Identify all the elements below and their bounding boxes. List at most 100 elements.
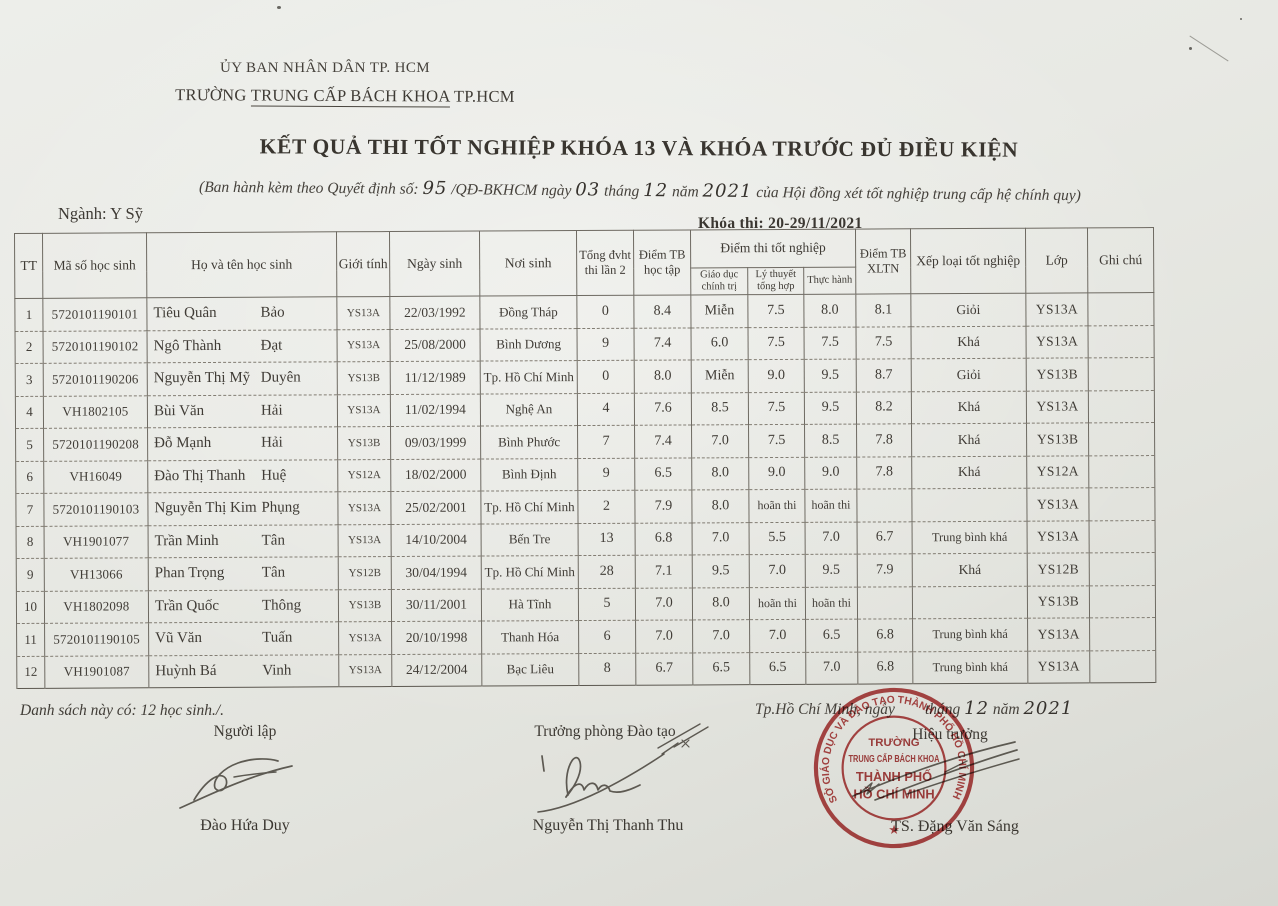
cell-gpa: 6.5 [634, 457, 692, 491]
cell-dob: 24/12/2004 [391, 653, 482, 687]
cell-politics: 8.0 [692, 587, 750, 620]
cell-total-credits: 6 [578, 620, 636, 654]
decision-line: (Ban hành kèm theo Quyết định số: 95 /QĐ… [24, 174, 1256, 207]
cell-notes [1089, 585, 1156, 618]
decision-mid3: năm [668, 183, 703, 201]
last-names: Trần Quốc [154, 597, 220, 615]
cell-theory: 7.0 [749, 619, 806, 653]
cell-theory: 7.5 [748, 391, 805, 425]
cell-tt: 1 [14, 298, 44, 331]
given-name: Hải [261, 434, 283, 451]
cell-classification: Khá [911, 325, 1027, 359]
cell-class-name: YS12A [1026, 455, 1089, 489]
cell-total-credits: 4 [577, 392, 635, 426]
principal-signature [852, 741, 1020, 801]
cell-practice: hoãn thi [804, 489, 858, 522]
cell-avg-xltn: 7.5 [856, 326, 912, 360]
cell-birthplace: Bình Phước [480, 425, 578, 459]
cell-class-name: YS13A [1027, 617, 1090, 651]
cell-birthplace: Bình Dương [480, 328, 578, 362]
decision-pre: (Ban hành kèm theo Quyết định số: [199, 178, 423, 198]
stamp-center-line2: TRUNG CẤP BÁCH KHOA [849, 754, 940, 765]
scan-speck [1240, 18, 1242, 20]
cell-total-credits: 2 [577, 490, 636, 524]
given-name: Huệ [261, 467, 287, 484]
cell-dob: 30/11/2001 [391, 588, 482, 622]
cell-tt: 11 [16, 623, 45, 656]
stamp-center-line1: TRƯỜNG [868, 736, 919, 749]
cell-tt: 8 [16, 525, 45, 559]
date-year-handwritten: 2021 [1023, 698, 1074, 719]
cell-full-name: Tiêu Quân Bảo [146, 296, 338, 331]
cell-gender: YS13B [337, 426, 391, 460]
cell-full-name: Đỗ Mạnh Hải [147, 426, 338, 461]
last-names: Bùi Văn [153, 402, 205, 420]
cell-avg-xltn: 8.7 [856, 358, 912, 392]
stamp-outer-ring [813, 687, 975, 849]
cell-notes [1088, 487, 1156, 521]
cell-avg-xltn [856, 488, 913, 522]
cell-student-id: 5720101190101 [42, 297, 148, 331]
col-header-student-id: Mã số học sinh [42, 232, 147, 299]
cell-class-name: YS13A [1025, 292, 1089, 326]
table-row: 12 VH1901087 Huỳnh Bá Vinh YS13A 24/12/2004 Bạ… [16, 650, 1156, 689]
cell-birthplace: Đồng Tháp [479, 295, 578, 329]
cell-total-credits: 5 [578, 587, 636, 621]
results-table: TT Mã số học sinh Họ và tên học sinh Giớ… [14, 227, 1157, 689]
given-name: Vinh [262, 662, 292, 679]
cell-practice: 7.0 [805, 521, 858, 555]
cell-avg-xltn: 6.8 [857, 651, 913, 685]
cell-total-credits: 0 [576, 295, 635, 329]
col-header-notes: Ghi chú [1087, 227, 1154, 293]
cell-full-name: Phan Trọng Tân [148, 556, 339, 591]
cell-gender: YS13A [338, 654, 392, 687]
given-name: Tân [261, 564, 286, 581]
cell-student-id: VH16049 [43, 460, 148, 494]
cell-birthplace: Tp. Hồ Chí Minh [480, 490, 579, 524]
cell-full-name: Nguyễn Thị Kim Phụng [147, 491, 339, 526]
cell-class-name: YS13B [1026, 357, 1089, 391]
cell-tt: 2 [15, 330, 44, 364]
cell-theory: 9.0 [748, 359, 805, 393]
cell-gender: YS13A [337, 329, 391, 362]
training-head-name: Nguyễn Thị Thanh Thu [532, 817, 684, 834]
col-header-exam-group: Điểm thi tốt nghiệp [690, 229, 856, 268]
cell-avg-xltn: 7.8 [856, 456, 912, 490]
major-label: Ngành: Y Sỹ [58, 204, 143, 223]
cell-birthplace: Bến Tre [481, 523, 579, 557]
org-prefix: TRƯỜNG [175, 85, 251, 105]
cell-practice: hoãn thi [805, 586, 858, 620]
cell-gpa: 7.0 [635, 587, 693, 621]
decision-mid1: /QĐ-BKHCM ngày [447, 181, 576, 200]
cell-politics: 7.0 [692, 522, 750, 555]
last-names: Đỗ Mạnh [154, 435, 212, 452]
cell-practice: 7.0 [805, 651, 858, 685]
cell-classification: Khá [911, 390, 1027, 424]
cell-dob: 22/03/1992 [389, 296, 481, 330]
cell-tt: 5 [15, 428, 44, 461]
cell-avg-xltn [857, 586, 913, 620]
cell-theory: hoãn thi [748, 489, 806, 523]
cell-notes [1089, 552, 1156, 586]
cell-gender: YS12B [338, 556, 392, 590]
last-names: Đào Thị Thanh [154, 467, 246, 485]
page-title: KẾT QUẢ THI TỐT NGHIỆP KHÓA 13 VÀ KHÓA T… [259, 134, 1019, 162]
cell-theory: 7.5 [748, 424, 805, 458]
cell-class-name: YS13B [1026, 422, 1089, 456]
decision-year-handwritten: 2021 [702, 180, 753, 202]
cell-total-credits: 9 [577, 457, 635, 491]
cell-student-id: 5720101190105 [44, 622, 149, 656]
cell-student-id: VH1901087 [44, 655, 149, 689]
student-count-line: Danh sách này có: 12 học sinh./. [20, 702, 225, 719]
cell-student-id: 5720101190208 [43, 427, 148, 461]
cell-classification: Giỏi [910, 293, 1027, 327]
cell-avg-xltn: 6.8 [857, 618, 913, 652]
cell-politics: 8.0 [691, 489, 750, 523]
cell-gender: YS13A [338, 524, 392, 557]
last-names: Trần Minh [154, 532, 219, 550]
cell-birthplace: Bình Định [480, 458, 578, 492]
cell-practice: 9.5 [804, 359, 857, 392]
cell-gender: YS12A [337, 459, 391, 492]
cell-student-id: VH13066 [44, 557, 149, 591]
